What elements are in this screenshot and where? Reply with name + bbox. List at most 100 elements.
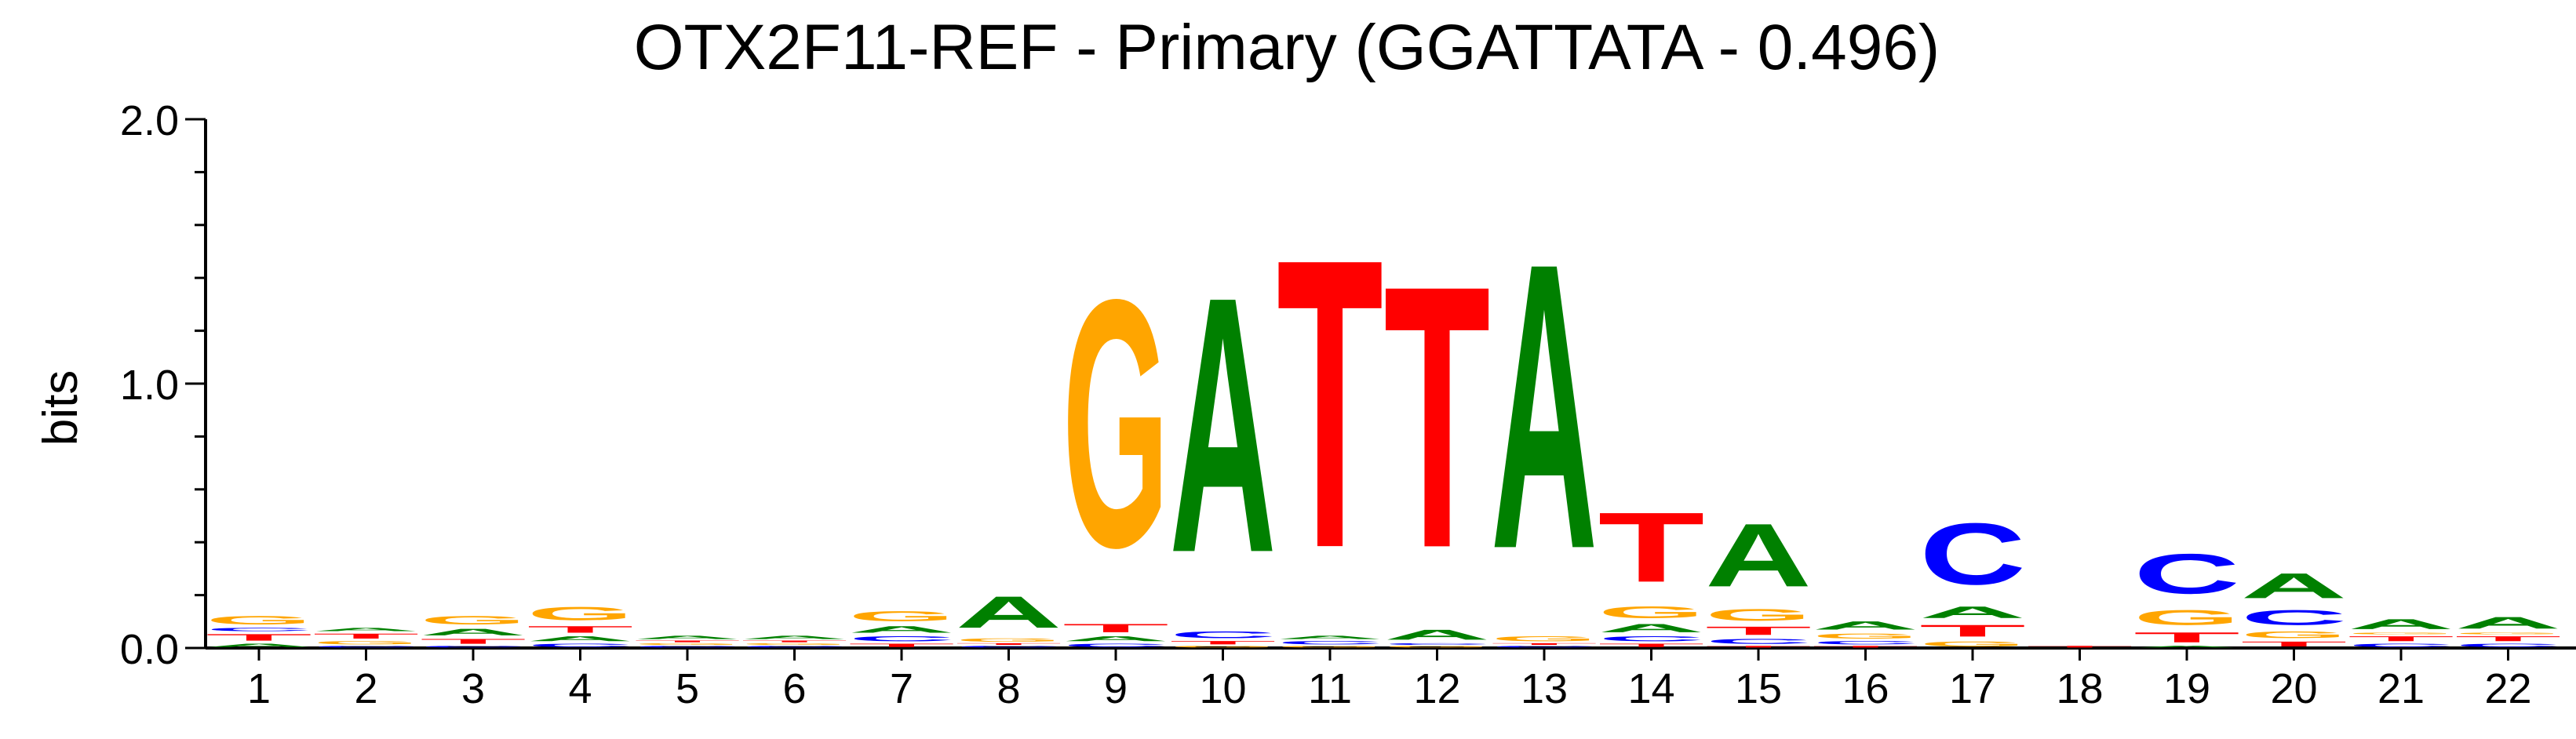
y-tick-label: 1.0 <box>120 362 179 409</box>
logo-letter-A: A <box>848 624 955 635</box>
logo-letter-C: C <box>1598 635 1705 643</box>
logo-letter-G: G <box>956 638 1062 643</box>
logo-letter-G: G <box>1170 646 1277 648</box>
logo-letter-G: G <box>1491 635 1598 643</box>
logo-letter-T: T <box>1598 643 1705 648</box>
logo-letter-T: T <box>420 638 526 646</box>
x-tick-label: 1 <box>247 665 271 712</box>
logo-letter-T: T <box>527 624 634 635</box>
logo-letter-A: A <box>741 635 848 640</box>
logo-letter-T: T <box>2027 646 2133 648</box>
x-tick-label: 18 <box>2056 665 2103 712</box>
logo-letter-C: C <box>2241 606 2348 630</box>
x-tick-label: 19 <box>2163 665 2210 712</box>
logo-letter-T: T <box>1919 621 2026 640</box>
logo-letter-A: A <box>527 635 634 643</box>
logo-letter-C: C <box>1384 643 1491 645</box>
logo-letter-C: C <box>527 643 634 648</box>
y-axis-label: bits <box>34 370 88 446</box>
logo-letter-A: A <box>1062 635 1169 643</box>
logo-letter-G: G <box>741 643 848 645</box>
logo-letter-G: G <box>2241 629 2348 639</box>
chart-title: OTX2F11-REF - Primary (GGATTATA - 0.496) <box>634 12 1940 83</box>
logo-letter-A: A <box>1919 603 2026 622</box>
logo-letter-A: A <box>956 587 1062 637</box>
logo-letter-C: C <box>1491 646 1598 648</box>
logo-letter-T: T <box>1491 643 1598 645</box>
x-tick-label: 21 <box>2377 665 2425 712</box>
x-tick-label: 4 <box>568 665 592 712</box>
logo-letter-T: T <box>1705 646 1812 648</box>
logo-letter-G: G <box>2348 632 2454 635</box>
logo-letter-T: T <box>956 643 1062 645</box>
logo-letter-C: C <box>1705 638 1812 646</box>
logo-letter-A: A <box>1277 635 1383 640</box>
logo-letter-C: C <box>2133 542 2240 606</box>
logo-letter-G: G <box>2133 606 2240 629</box>
logo-letter-T: T <box>313 632 420 640</box>
logo-letter-G: G <box>313 640 420 646</box>
logo-letter-C: C <box>741 646 848 648</box>
x-tick-labels: 1 2 3 4 5 6 7 8 9 10 11 12 13 14 15 16 17 18 19 20 21 22 <box>247 665 2532 712</box>
x-tick-label: 12 <box>1413 665 1460 712</box>
logo-letter-G: G <box>634 643 741 645</box>
axes <box>185 118 2576 661</box>
logo-letter-A: A <box>1705 505 1812 606</box>
logo-letter-G: G <box>1598 603 1705 622</box>
x-tick-label: 20 <box>2270 665 2317 712</box>
y-tick-label: 0.0 <box>120 626 179 673</box>
logo-letter-C: C <box>956 646 1062 648</box>
logo-letter-C: C <box>313 646 420 648</box>
logo-letter-T: T <box>2133 629 2240 645</box>
x-tick-label: 3 <box>461 665 485 712</box>
y-tick-label: 2.0 <box>120 97 179 144</box>
x-tick-label: 16 <box>1842 665 1889 712</box>
x-tick-label: 9 <box>1104 665 1128 712</box>
x-tick-label: 14 <box>1627 665 1674 712</box>
logo-letter-T: T <box>2455 635 2562 643</box>
logo-letter-T: T <box>634 640 741 643</box>
logo-letter-T: T <box>741 640 848 643</box>
logo-letter-G: G <box>1062 227 1169 621</box>
x-tick-label: 2 <box>354 665 377 712</box>
logo-letter-G: G <box>2455 632 2562 635</box>
x-tick-label: 13 <box>1521 665 1568 712</box>
logo-letter-A: A <box>2241 566 2348 606</box>
logo-letter-T: T <box>1277 172 1383 634</box>
logo-letter-C: C <box>848 635 955 643</box>
logo-letter-C: C <box>1919 505 2026 603</box>
x-tick-label: 5 <box>676 665 699 712</box>
logo-letter-A: A <box>206 643 312 648</box>
letter-stacks: ATCGCGTACTAGCATGCGTACGTATCAGCTGACATGGTCA… <box>206 172 2562 648</box>
logo-letter-C: C <box>1170 629 1277 640</box>
logo-letter-A: A <box>634 635 741 640</box>
logo-letter-T: T <box>1384 207 1491 625</box>
logo-letter-G: G <box>206 613 312 627</box>
logo-letter-T: T <box>848 643 955 648</box>
logo-letter-G: G <box>848 608 955 624</box>
logo-letter-T: T <box>2241 640 2348 648</box>
logo-letter-A: A <box>1598 621 1705 635</box>
logo-letter-C: C <box>1813 640 1919 646</box>
logo-letter-T: T <box>1062 621 1169 635</box>
logo-letter-T: T <box>2348 635 2454 643</box>
logo-letter-C: C <box>634 646 741 648</box>
logo-letter-A: A <box>420 627 526 638</box>
logo-letter-G: G <box>527 603 634 624</box>
logo-letter-A: A <box>2133 646 2240 648</box>
x-tick-label: 11 <box>1308 665 1352 712</box>
logo-letter-T: T <box>1598 492 1705 602</box>
logo-letter-A: A <box>1384 627 1491 643</box>
x-tick-label: 10 <box>1199 665 1246 712</box>
logo-letter-T: T <box>1705 624 1812 638</box>
logo-letter-C: C <box>206 627 312 632</box>
y-tick-labels: 0.0 1.0 2.0 <box>120 97 179 673</box>
x-tick-label: 15 <box>1735 665 1782 712</box>
logo-letter-A: A <box>2348 617 2454 632</box>
logo-letter-G: G <box>1384 646 1491 648</box>
logo-letter-G: G <box>1919 640 2026 648</box>
x-tick-label: 8 <box>997 665 1020 712</box>
logo-letter-C: C <box>1277 640 1383 646</box>
x-tick-label: 7 <box>890 665 913 712</box>
